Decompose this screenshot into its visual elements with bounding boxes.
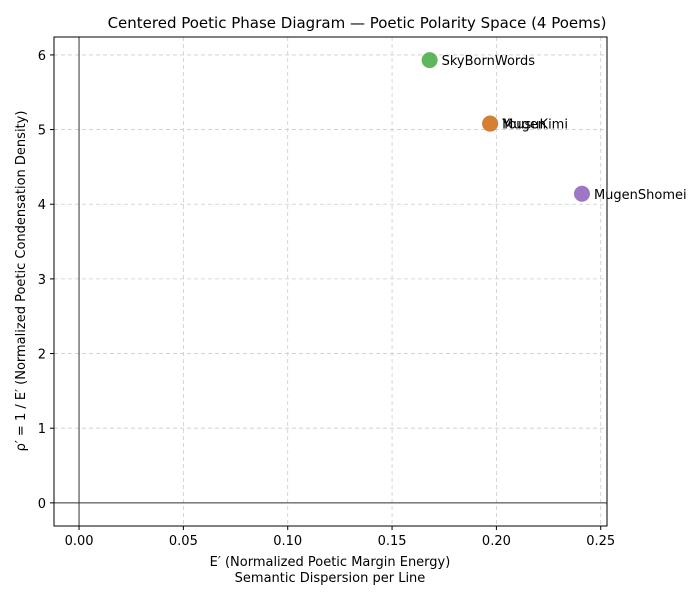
x-axis-ticks: 0.00 0.05 0.10 0.15 0.20 0.25 — [65, 526, 615, 549]
grid — [54, 37, 607, 526]
y-tick-label-4: 4 — [38, 198, 46, 213]
x-tick-label-1: 0.05 — [169, 534, 198, 549]
reference-lines — [54, 37, 607, 526]
data-point-label-3: MugenShomei — [594, 188, 687, 203]
y-tick-label-5: 5 — [38, 124, 46, 139]
data-point-2 — [482, 115, 499, 132]
data-point-label-0: SkyBornWords — [442, 54, 536, 69]
data-points — [421, 52, 590, 202]
data-point-0 — [421, 52, 438, 69]
data-point-label-1: Mugen — [502, 118, 546, 133]
x-axis-label-line2: Semantic Dispersion per Line — [235, 571, 426, 586]
y-tick-label-3: 3 — [38, 273, 46, 288]
x-tick-label-4: 0.20 — [482, 534, 511, 549]
x-tick-label-5: 0.25 — [586, 534, 615, 549]
y-tick-label-2: 2 — [38, 348, 46, 363]
data-point-label-2: YousuKimi — [501, 118, 568, 133]
chart-title: Centered Poetic Phase Diagram — Poetic P… — [108, 14, 607, 32]
y-tick-label-6: 6 — [38, 49, 46, 64]
y-axis-label: ρ′ = 1 / E′ (Normalized Poetic Condensat… — [14, 111, 29, 452]
x-tick-label-3: 0.15 — [378, 534, 407, 549]
y-tick-label-0: 0 — [38, 497, 46, 512]
x-axis-label-line1: E′ (Normalized Poetic Margin Energy) — [210, 555, 451, 570]
y-tick-label-1: 1 — [38, 422, 46, 437]
plot-frame — [53, 36, 608, 527]
x-tick-label-0: 0.00 — [65, 534, 94, 549]
y-axis-ticks: 0 1 2 3 4 5 6 — [38, 49, 54, 512]
data-point-3 — [573, 185, 590, 202]
x-tick-label-2: 0.10 — [273, 534, 302, 549]
